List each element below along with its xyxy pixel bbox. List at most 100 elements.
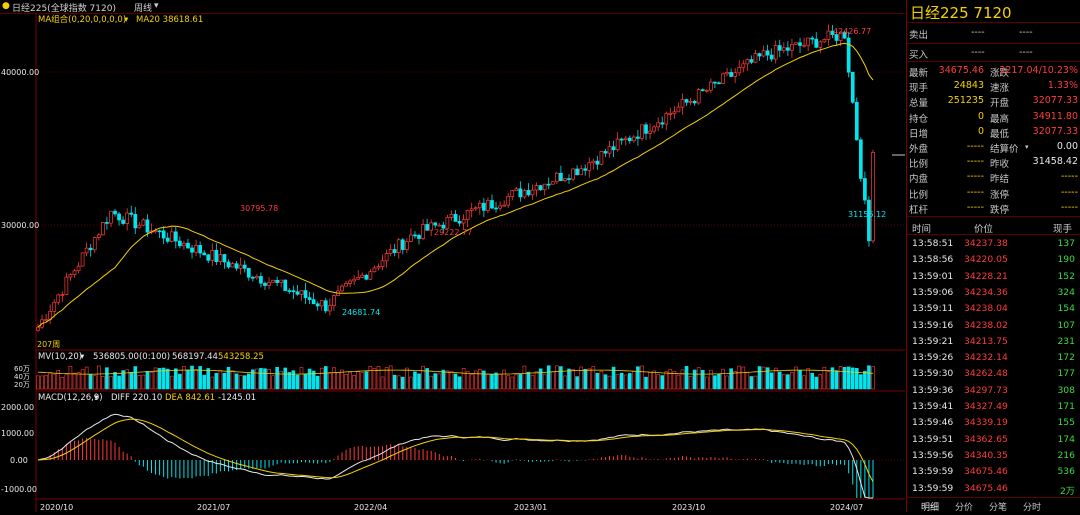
bullet-icon: ● bbox=[2, 1, 10, 11]
candle bbox=[733, 72, 738, 77]
candle bbox=[867, 199, 871, 242]
candle bbox=[327, 305, 332, 312]
price-tick-40000: 40000.00 bbox=[1, 68, 39, 77]
candle bbox=[299, 290, 304, 295]
tick-time: 13:59:01 bbox=[912, 270, 954, 282]
candle bbox=[145, 219, 150, 233]
volume-bar bbox=[328, 372, 332, 390]
low-label: 31156.12 bbox=[848, 210, 886, 219]
volume-bar bbox=[627, 373, 632, 390]
candle bbox=[255, 276, 259, 279]
tick-row: 13:59:59 34675.46 2万 bbox=[907, 481, 1080, 497]
candle bbox=[717, 82, 721, 85]
macd-dea-line bbox=[37, 418, 874, 483]
volume-bar bbox=[125, 369, 129, 390]
tick-volume: 190 bbox=[1057, 254, 1075, 266]
candle bbox=[279, 279, 284, 283]
volume-bar bbox=[473, 370, 478, 390]
quote-value: ----- bbox=[966, 186, 984, 198]
candle bbox=[850, 71, 855, 103]
quote-value: ----- bbox=[966, 171, 984, 183]
tick-volume: 216 bbox=[1057, 449, 1075, 461]
kline-chart[interactable]: MA组合(0,20,0,0,0,0) ▾ MA20 38618.61 MV(10… bbox=[0, 13, 905, 512]
tab-trades[interactable]: 分笔 bbox=[989, 503, 1008, 513]
candle bbox=[591, 160, 596, 164]
volume-bar bbox=[68, 365, 73, 390]
quote-label: 持仓 bbox=[909, 113, 929, 125]
volume-bar bbox=[299, 367, 304, 390]
volume-bar bbox=[178, 373, 182, 390]
tick-row: 13:59:06 34234.36 324 bbox=[907, 285, 1080, 301]
tick-row: 13:59:46 34339.19 155 bbox=[907, 415, 1080, 431]
candle bbox=[802, 44, 806, 47]
volume-bar bbox=[469, 374, 474, 390]
volume-bar bbox=[834, 370, 839, 390]
ma-legend[interactable]: MA组合(0,20,0,0,0,0) bbox=[38, 14, 126, 25]
candle bbox=[433, 222, 438, 226]
macd-tick-1000: 1000.00 bbox=[1, 429, 34, 438]
quote-label: 昨收 bbox=[990, 159, 1010, 171]
candle bbox=[441, 224, 446, 229]
volume-bar bbox=[88, 374, 93, 390]
candle bbox=[214, 250, 219, 262]
candle bbox=[437, 224, 442, 227]
volume-bar bbox=[822, 366, 827, 390]
volume-bar bbox=[644, 376, 648, 390]
volume-bar bbox=[234, 373, 239, 390]
volume-bar bbox=[344, 374, 348, 390]
volume-bar bbox=[218, 370, 223, 390]
volume-bar bbox=[623, 374, 628, 390]
macd-tick-neg1000: -1000.00 bbox=[1, 485, 37, 494]
volume-bar bbox=[226, 366, 231, 390]
volume-bar bbox=[190, 365, 194, 390]
tab-intraday[interactable]: 分时 bbox=[1023, 503, 1042, 513]
volume-bar bbox=[765, 367, 770, 390]
tick-row: 13:59:26 34232.14 172 bbox=[907, 350, 1080, 366]
candle bbox=[372, 267, 377, 273]
macd-legend[interactable]: MACD(12,26,9) bbox=[38, 393, 103, 403]
candle bbox=[725, 72, 729, 75]
quote-label: 昨结 bbox=[990, 174, 1010, 186]
candle bbox=[709, 81, 713, 91]
candle bbox=[461, 219, 466, 224]
volume-bar bbox=[700, 369, 705, 390]
candle bbox=[340, 285, 344, 292]
chevron-down-icon[interactable]: ▾ bbox=[1025, 143, 1029, 151]
volume-bar bbox=[372, 368, 377, 390]
candle bbox=[514, 188, 519, 192]
volume-bar bbox=[676, 374, 681, 390]
tick-time: 13:59:36 bbox=[912, 384, 954, 396]
candle bbox=[198, 245, 202, 254]
tick-time: 13:58:51 bbox=[912, 238, 954, 249]
chevron-down-icon[interactable]: ▾ bbox=[124, 15, 129, 25]
tab-detail[interactable]: 明细 bbox=[921, 503, 940, 513]
volume-bar bbox=[105, 367, 109, 390]
volume-bar bbox=[607, 375, 612, 390]
chevron-down-icon[interactable]: ▾ bbox=[154, 1, 159, 11]
volume-bar bbox=[84, 366, 89, 390]
candle bbox=[319, 300, 324, 307]
candle bbox=[161, 230, 166, 239]
candle bbox=[644, 124, 648, 134]
candle bbox=[640, 124, 644, 139]
quote-value: ----- bbox=[1060, 186, 1078, 198]
volume-bar bbox=[636, 366, 640, 390]
instrument-name[interactable]: 日经225(全球指数 7120) bbox=[12, 4, 116, 14]
chevron-down-icon[interactable]: ▾ bbox=[80, 352, 85, 362]
candle bbox=[129, 212, 134, 215]
tab-price[interactable]: 分价 bbox=[955, 503, 974, 513]
chevron-down-icon[interactable]: ▾ bbox=[94, 393, 99, 403]
candle bbox=[761, 50, 766, 57]
vol-tick-20: 20万 bbox=[14, 381, 30, 389]
candle bbox=[222, 254, 227, 263]
candle bbox=[242, 264, 247, 269]
candle bbox=[413, 234, 417, 237]
candle bbox=[611, 146, 616, 151]
volume-bar bbox=[255, 368, 259, 390]
candle bbox=[449, 213, 454, 218]
candle bbox=[238, 264, 243, 269]
volume-bar bbox=[384, 367, 389, 390]
period-selector[interactable]: 周线 bbox=[134, 4, 153, 14]
candle bbox=[830, 30, 835, 35]
mv-legend[interactable]: MV(10,20) bbox=[38, 352, 82, 362]
